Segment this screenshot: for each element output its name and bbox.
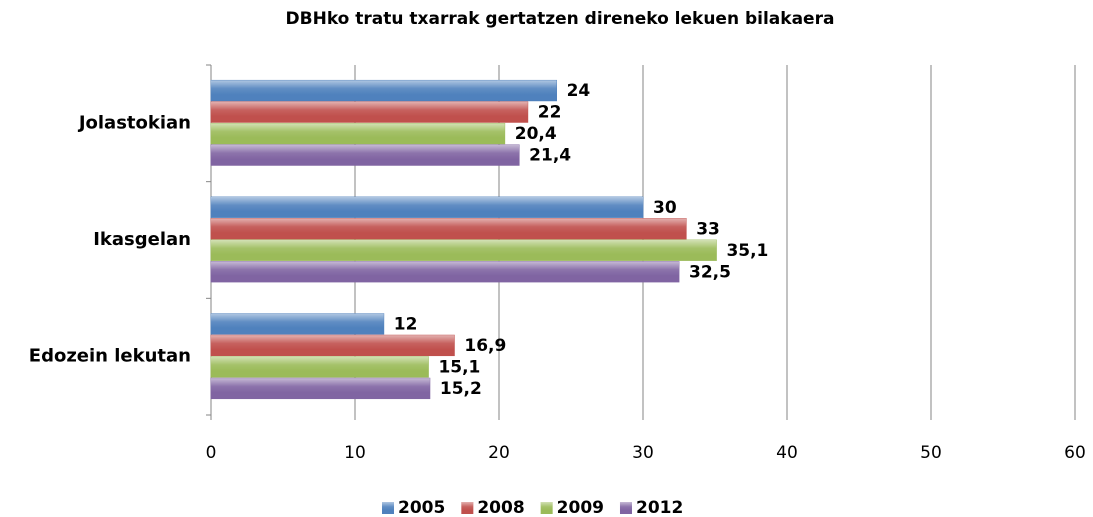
- x-tick-label: 60: [1064, 443, 1086, 463]
- legend-label: 2009: [557, 498, 604, 517]
- chart-title: DBHko tratu txarrak gertatzen direneko l…: [286, 9, 835, 29]
- bar-shine: [211, 218, 687, 239]
- data-label: 32,5: [689, 262, 731, 282]
- bar-shine: [211, 240, 717, 261]
- data-label: 21,4: [529, 146, 571, 166]
- bar-shine: [211, 123, 505, 144]
- data-label: 16,9: [464, 336, 506, 356]
- legend-label: 2008: [477, 498, 524, 517]
- y-tick-label: Jolastokian: [77, 112, 191, 133]
- data-label: 12: [394, 314, 418, 334]
- data-label: 24: [567, 81, 591, 101]
- data-label: 33: [696, 219, 720, 239]
- data-label: 20,4: [515, 124, 557, 144]
- legend-swatch-shine: [540, 502, 553, 514]
- legend-label: 2005: [398, 498, 445, 517]
- bar-shine: [211, 313, 384, 335]
- x-tick-label: 0: [206, 443, 217, 463]
- data-label: 35,1: [726, 241, 768, 261]
- bar-shine: [211, 356, 429, 378]
- data-label: 15,2: [440, 379, 482, 399]
- legend-swatch-shine: [382, 502, 394, 514]
- x-tick-label: 50: [920, 443, 942, 463]
- bar-shine: [211, 80, 557, 101]
- x-tick-label: 20: [488, 443, 510, 463]
- bar-shine: [211, 101, 528, 123]
- y-tick-label: Ikasgelan: [93, 229, 191, 250]
- legend-swatch-shine: [461, 502, 474, 514]
- bar-shine: [211, 378, 430, 399]
- data-label: 22: [538, 103, 562, 123]
- y-tick-label: Edozein lekutan: [29, 346, 191, 367]
- bar-shine: [211, 197, 643, 218]
- x-tick-label: 30: [632, 443, 654, 463]
- x-tick-label: 10: [344, 443, 366, 463]
- bar-shine: [211, 144, 520, 166]
- bar-shine: [211, 335, 455, 356]
- legend-label: 2012: [636, 498, 683, 517]
- data-label: 15,1: [438, 357, 480, 377]
- data-label: 30: [653, 198, 677, 218]
- x-tick-label: 40: [776, 443, 798, 463]
- bar-shine: [211, 261, 679, 282]
- legend-swatch-shine: [619, 502, 632, 514]
